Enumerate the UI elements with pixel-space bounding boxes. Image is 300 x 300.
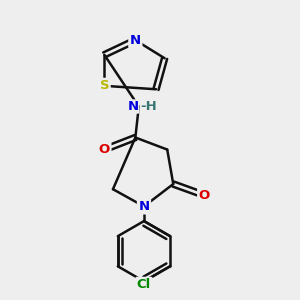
Text: O: O [199, 189, 210, 202]
Text: N: N [128, 100, 139, 113]
Text: N: N [130, 34, 141, 47]
Text: O: O [99, 143, 110, 156]
Text: N: N [138, 200, 149, 213]
Text: Cl: Cl [137, 278, 151, 291]
Text: S: S [100, 79, 109, 92]
Text: -H: -H [140, 100, 157, 113]
